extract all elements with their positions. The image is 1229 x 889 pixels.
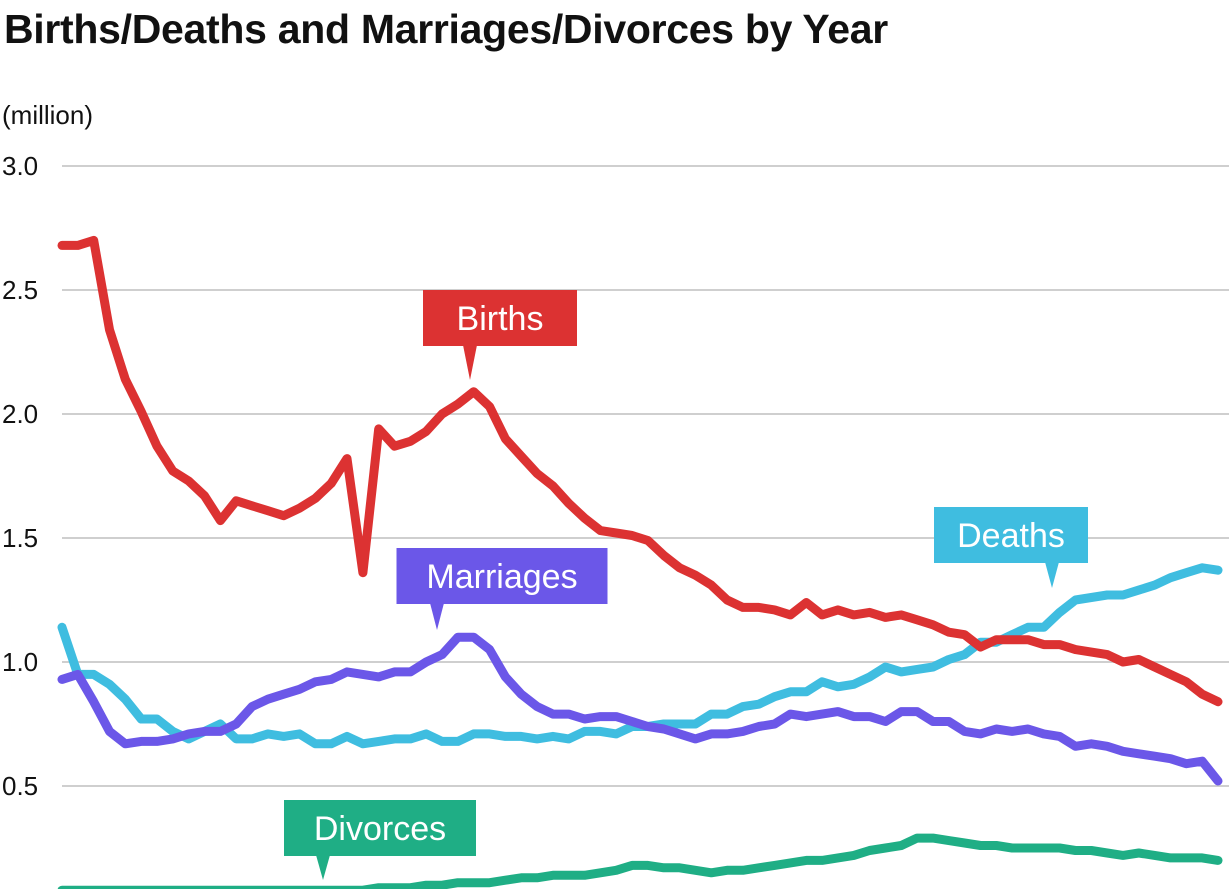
callout-pointer xyxy=(430,603,444,630)
callout-box xyxy=(396,548,608,604)
callout-label: Marriages xyxy=(426,558,577,596)
series-line-divorces xyxy=(57,833,1223,889)
callout-box xyxy=(423,290,577,346)
y-axis-ticks: 3.0 2.5 2.0 1.5 1.0 0.5 xyxy=(2,151,38,801)
callout-label: Divorces xyxy=(314,810,446,848)
callout-box xyxy=(934,507,1088,563)
callout-divorces: Divorces xyxy=(284,800,476,880)
callout-pointer xyxy=(1045,562,1059,588)
series-lines xyxy=(57,235,1223,889)
y-tick-label: 1.5 xyxy=(2,523,38,553)
callout-pointer xyxy=(316,855,330,880)
series-line-births xyxy=(57,235,1223,707)
y-tick-label: 1.0 xyxy=(2,647,38,677)
callout-deaths: Deaths xyxy=(934,507,1088,588)
callout-pointer xyxy=(463,345,477,380)
y-tick-label: 3.0 xyxy=(2,151,38,181)
callout-marriages: Marriages xyxy=(396,548,608,630)
y-tick-label: 2.5 xyxy=(2,275,38,305)
chart-title: Births/Deaths and Marriages/Divorces by … xyxy=(4,6,888,52)
series-callouts: Births Marriages Deaths Divorces xyxy=(284,290,1088,880)
gridlines xyxy=(62,165,1229,787)
y-tick-label: 0.5 xyxy=(2,771,38,801)
series-line-marriages xyxy=(57,632,1223,786)
y-axis-unit-label: (million) xyxy=(2,100,93,130)
y-tick-label: 2.0 xyxy=(2,399,38,429)
callout-births: Births xyxy=(423,290,577,380)
callout-label: Births xyxy=(457,300,544,338)
series-line-deaths xyxy=(57,563,1223,749)
callout-label: Deaths xyxy=(957,517,1065,555)
callout-box xyxy=(284,800,476,856)
